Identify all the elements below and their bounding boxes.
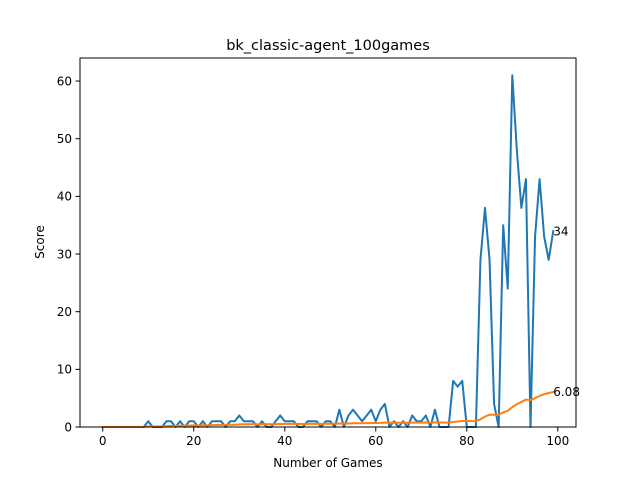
data-annotation: 34 bbox=[553, 224, 568, 238]
y-tick-label: 30 bbox=[57, 247, 72, 261]
x-tick-label: 20 bbox=[186, 434, 201, 448]
plot-frame bbox=[79, 57, 577, 428]
series-line-2 bbox=[101, 390, 555, 428]
y-axis-label: Score bbox=[33, 225, 47, 259]
y-tick-label: 10 bbox=[57, 363, 72, 377]
x-tick-label: 40 bbox=[277, 434, 292, 448]
x-tick-label: 100 bbox=[546, 434, 569, 448]
y-tick-label: 20 bbox=[57, 305, 72, 319]
y-tick-label: 40 bbox=[57, 190, 72, 204]
series-line-1 bbox=[101, 74, 555, 428]
x-tick-label: 60 bbox=[368, 434, 383, 448]
chart-title: bk_classic-agent_100games bbox=[226, 38, 430, 54]
y-tick-label: 50 bbox=[57, 132, 72, 146]
x-axis-label: Number of Games bbox=[273, 456, 382, 470]
data-annotation: 6.08 bbox=[553, 385, 580, 399]
y-tick-label: 0 bbox=[64, 420, 72, 434]
y-tick-label: 60 bbox=[57, 74, 72, 88]
plot-marks bbox=[101, 74, 555, 428]
x-tick-label: 80 bbox=[459, 434, 474, 448]
x-tick-label: 0 bbox=[99, 434, 107, 448]
axes: 0 20 40 60 80 100 0 10 20 30 40 50 60 34 6.08 bbox=[57, 74, 580, 448]
